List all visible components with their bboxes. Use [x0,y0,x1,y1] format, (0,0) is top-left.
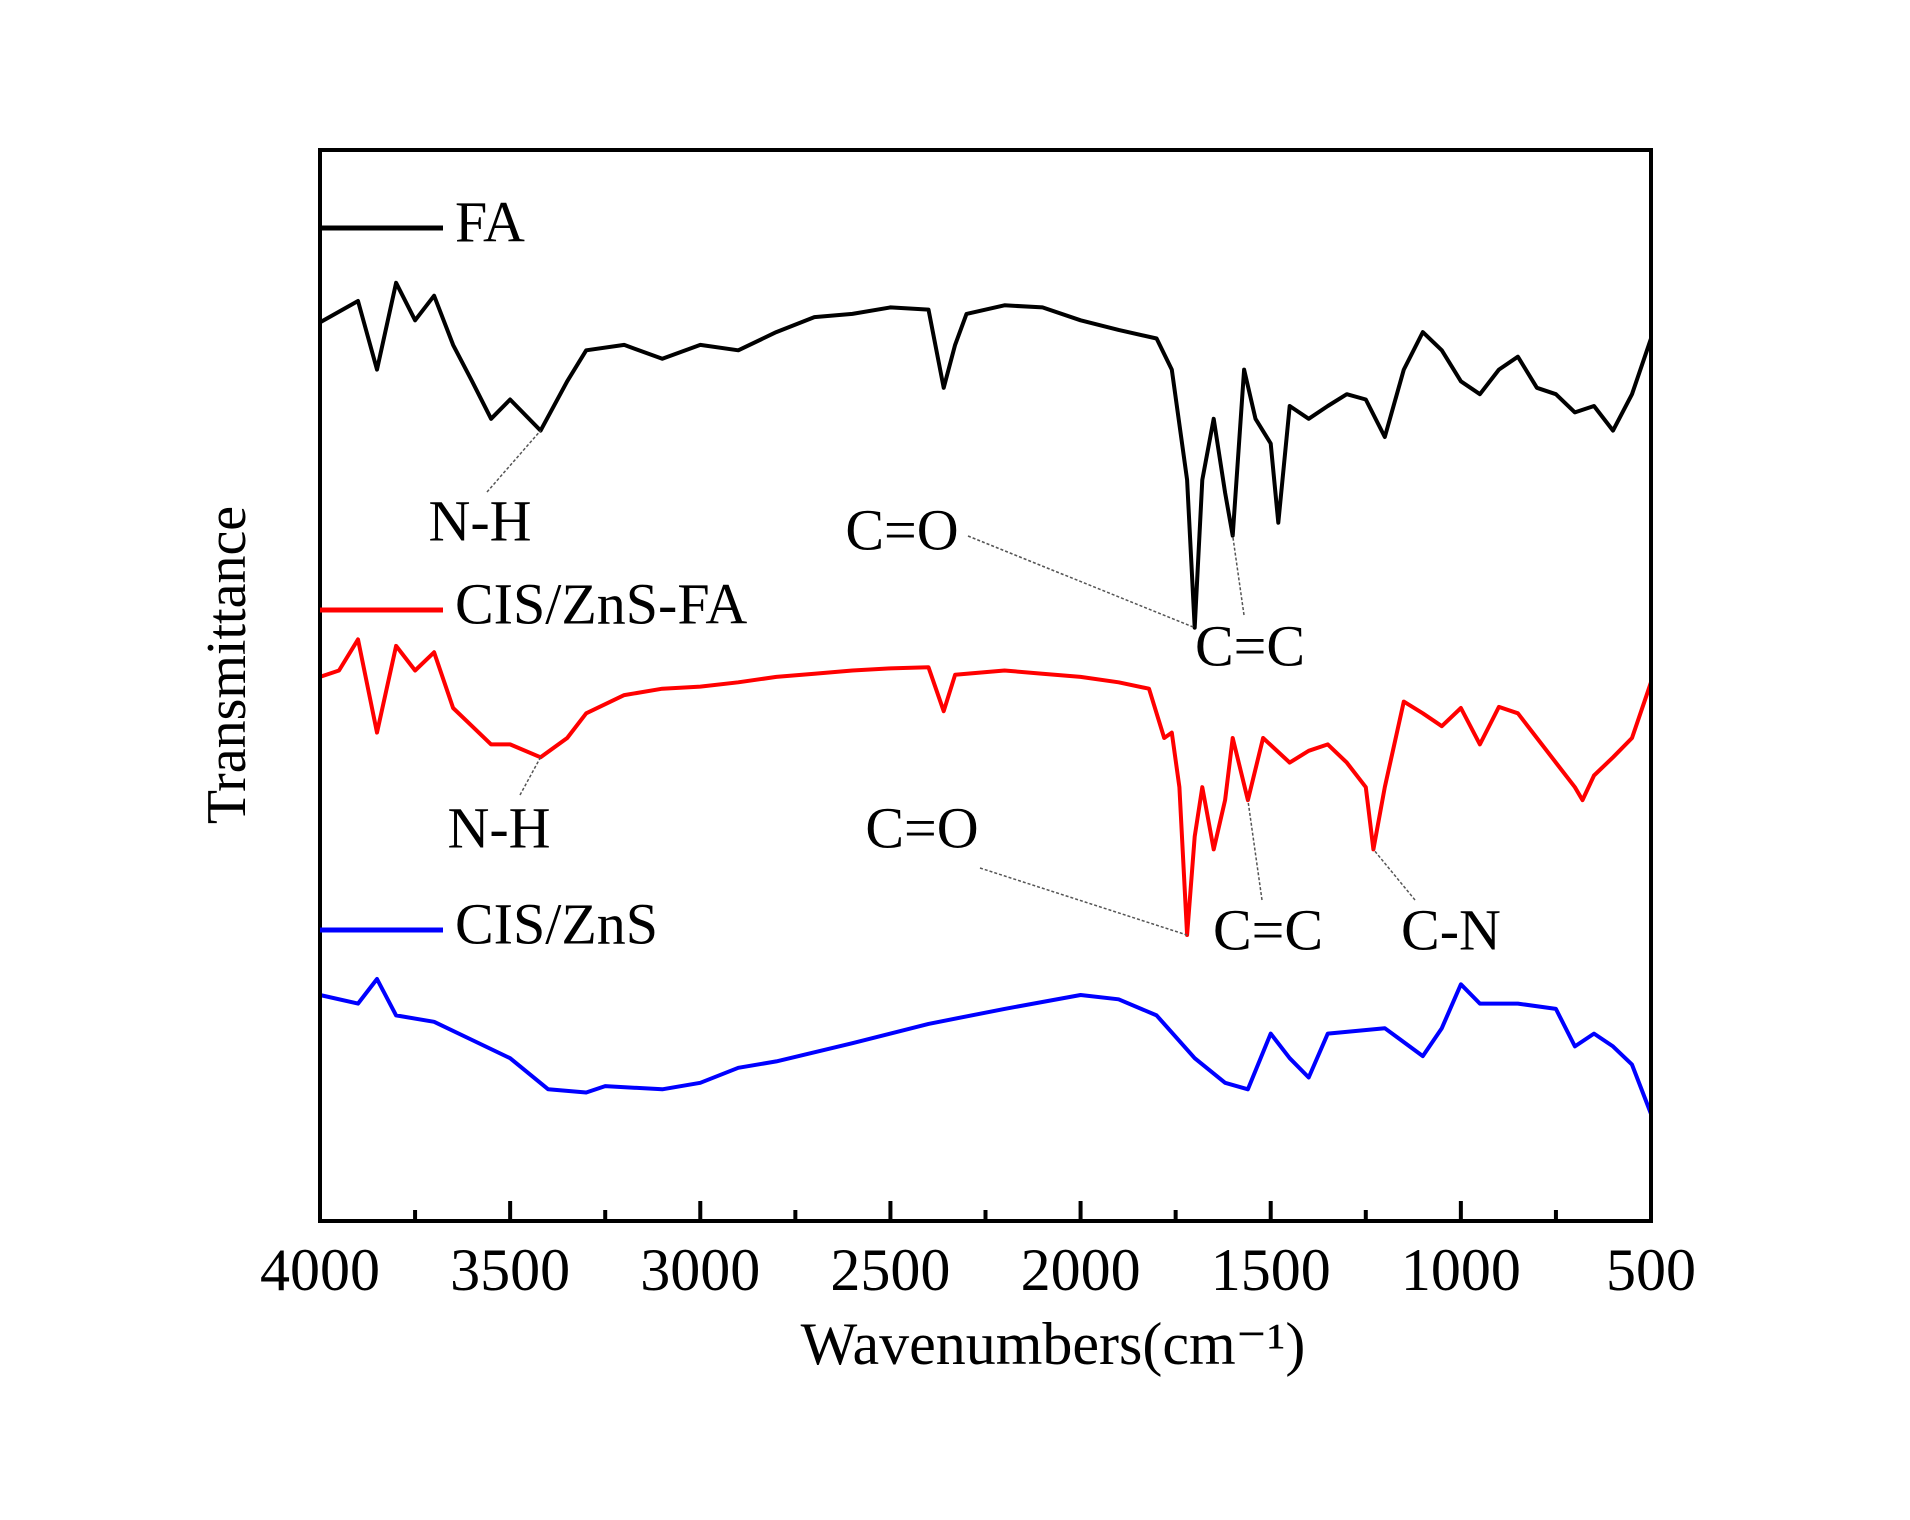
x-tick-label: 1000 [1401,1237,1521,1303]
annotation: C=C [1213,897,1323,962]
annotation: N-H [447,795,550,860]
annotation: C=O [845,497,958,562]
series-line [319,637,1653,937]
annotation-leader [1372,848,1416,901]
series-line [319,977,1653,1115]
x-tick-label: 500 [1606,1237,1696,1303]
annotation: C=O [865,795,978,860]
x-tick-label: 4000 [260,1237,380,1303]
annotation-leader [1231,535,1245,616]
annotation: C-N [1401,897,1501,962]
legend-label: CIS/ZnS [455,891,658,956]
legend-label: FA [455,189,525,254]
annotation-leader [967,535,1195,629]
legend-label: CIS/ZnS-FA [455,571,747,636]
annotation-leader [519,756,542,796]
series-line [319,280,1653,630]
x-tick-label: 2000 [1021,1237,1141,1303]
annotation: C=C [1195,613,1305,678]
annotation-leader [1247,799,1263,901]
x-tick-label: 3500 [450,1237,570,1303]
annotation-leader [979,867,1188,936]
x-tick-label: 3000 [640,1237,760,1303]
x-axis-label: Wavenumbers(cm⁻¹) [801,1311,1306,1377]
x-tick-label: 2500 [830,1237,950,1303]
y-axis-label: Transmittance [196,506,258,824]
annotation: N-H [428,488,531,553]
x-tick-label: 1500 [1211,1237,1331,1303]
annotation-leader [486,430,542,493]
